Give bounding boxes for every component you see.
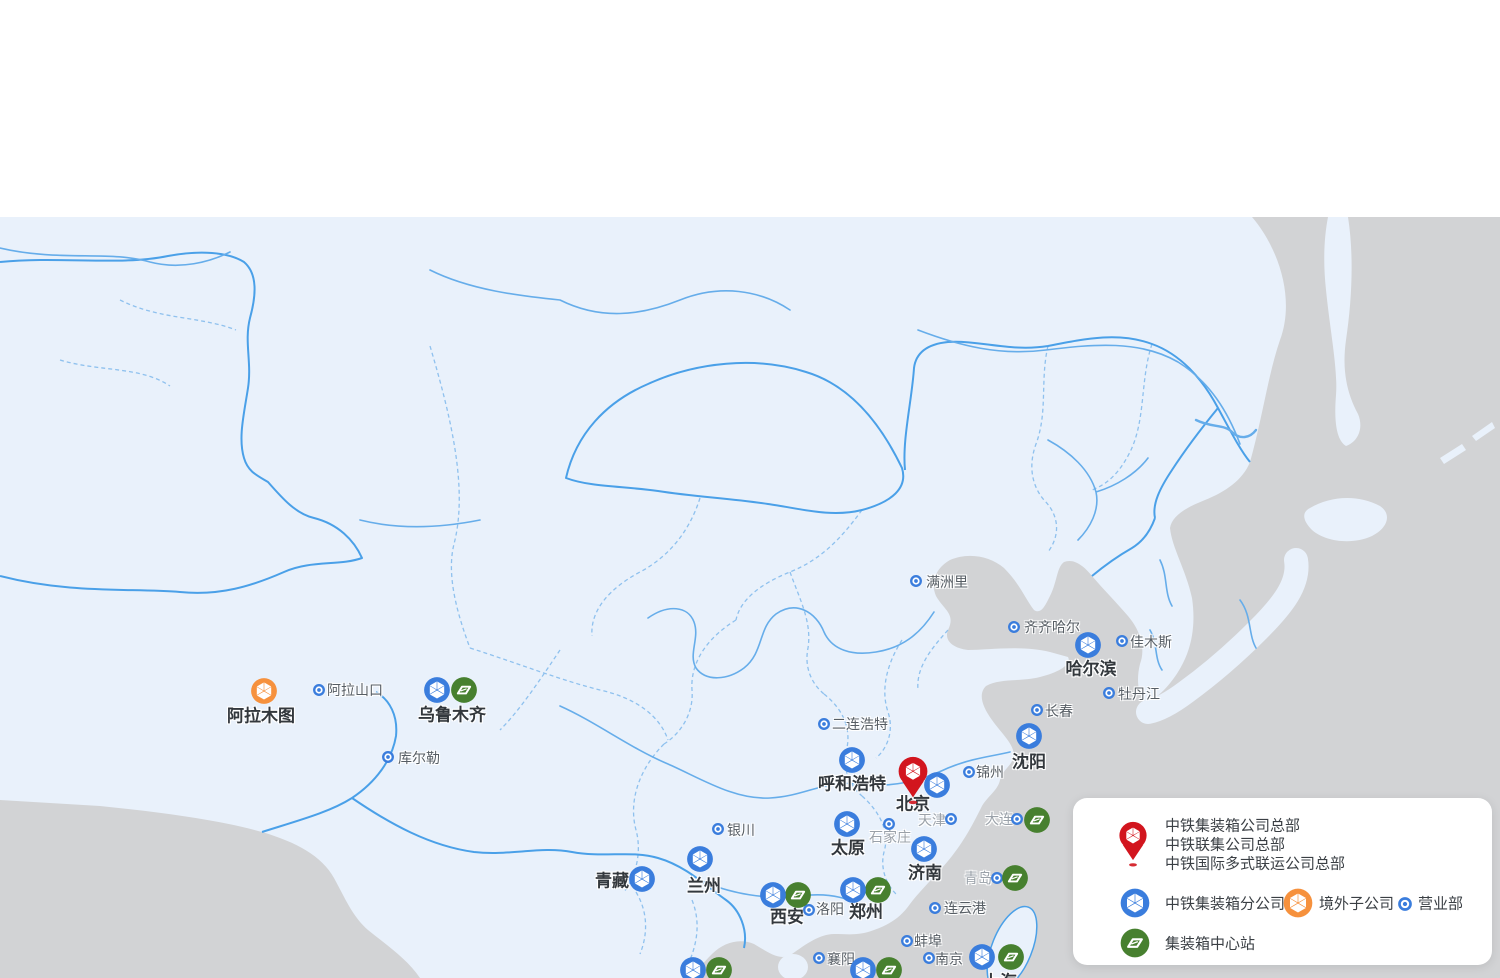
zhengzhou-branch-icon[interactable]: [840, 877, 867, 904]
legend-hq-line-1: 中铁集装箱公司总部: [1165, 817, 1301, 835]
city-label-dalian: 大连: [985, 811, 1013, 827]
qiqihar-office-icon[interactable]: [1008, 621, 1021, 634]
xiangyang-office-icon[interactable]: [813, 952, 826, 965]
page-top-whitespace: [0, 0, 1500, 217]
city-label-korla: 库尔勒: [398, 750, 440, 766]
harbin-branch-icon[interactable]: [1075, 632, 1102, 659]
jinzhou-office-icon[interactable]: [963, 766, 976, 779]
wuhan-station-icon[interactable]: [876, 957, 903, 978]
beijing-hq-icon[interactable]: [895, 756, 931, 805]
city-label-manzhouli: 满洲里: [926, 574, 968, 590]
dalian-office-icon[interactable]: [1011, 813, 1024, 826]
legend-station-label: 集装箱中心站: [1165, 935, 1256, 953]
city-label-qiqihar: 齐齐哈尔: [1024, 619, 1080, 635]
overseas-subsidiary-icon: [1283, 888, 1313, 918]
lanzhou-branch-icon[interactable]: [687, 846, 714, 873]
qingzang-branch-icon[interactable]: [629, 866, 656, 893]
city-label-xian: 西安: [770, 907, 804, 927]
container-center-station-icon: [1120, 928, 1150, 958]
city-label-zhengzhou: 郑州: [849, 902, 883, 922]
yinchuan-office-icon[interactable]: [712, 823, 725, 836]
shanghai-branch-icon[interactable]: [969, 944, 996, 971]
city-label-alashankou: 阿拉山口: [327, 682, 383, 698]
urumqi-branch-icon[interactable]: [424, 677, 451, 704]
qingdao-station-icon[interactable]: [1002, 865, 1029, 892]
city-label-qingzang: 青藏: [595, 871, 629, 891]
beijing-branch-icon[interactable]: [924, 772, 951, 799]
bengbu-office-icon[interactable]: [901, 935, 914, 948]
shijiazhuang-office-icon[interactable]: [883, 818, 896, 831]
city-label-erenhot: 二连浩特: [832, 716, 888, 732]
city-label-shanghai: 上海: [983, 968, 1017, 978]
branch-company-icon: [1120, 888, 1150, 918]
shanghai-station-icon[interactable]: [998, 944, 1025, 971]
xian-station-icon[interactable]: [785, 882, 812, 909]
city-label-changchun: 长春: [1045, 703, 1073, 719]
city-label-almaty: 阿拉木图: [227, 706, 295, 726]
legend-panel: 中铁集装箱公司总部 中铁联集公司总部 中铁国际多式联运公司总部 中铁集装箱分公司…: [1073, 798, 1492, 965]
almaty-overseas-icon[interactable]: [251, 678, 278, 705]
city-label-jinzhou: 锦州: [976, 764, 1004, 780]
city-label-luoyang: 洛阳: [816, 901, 844, 917]
rivers: [0, 247, 1258, 913]
erenhot-office-icon[interactable]: [818, 718, 831, 731]
city-label-yinchuan: 银川: [727, 822, 755, 838]
chengdu-branch-icon[interactable]: [680, 957, 707, 978]
alashankou-office-icon[interactable]: [313, 684, 326, 697]
jinan-branch-icon[interactable]: [911, 836, 938, 863]
legend-hq-line-2: 中铁联集公司总部: [1165, 836, 1286, 854]
jiamusi-office-icon[interactable]: [1116, 635, 1129, 648]
dalian-station-icon[interactable]: [1024, 807, 1051, 834]
tianjin-office-icon[interactable]: [945, 813, 958, 826]
hohhot-branch-icon[interactable]: [839, 747, 866, 774]
city-label-nanjing: 南京: [935, 951, 963, 967]
changchun-office-icon[interactable]: [1031, 704, 1044, 717]
sales-office-icon: [1398, 897, 1413, 912]
city-label-jiamusi: 佳木斯: [1130, 634, 1172, 650]
lianyungang-office-icon[interactable]: [929, 902, 942, 915]
city-label-hohhot: 呼和浩特: [818, 774, 886, 794]
country-borders: [0, 251, 1251, 949]
nanjing-office-icon[interactable]: [923, 952, 936, 965]
basemap: [0, 217, 1495, 978]
city-label-taiyuan: 太原: [831, 838, 865, 858]
manzhouli-office-icon[interactable]: [910, 575, 923, 588]
city-label-lanzhou: 兰州: [687, 876, 721, 896]
zhengzhou-station-icon[interactable]: [865, 877, 892, 904]
shenyang-branch-icon[interactable]: [1016, 723, 1043, 750]
city-label-jinan: 济南: [908, 863, 942, 883]
hq-pin-icon: [1116, 821, 1150, 867]
city-label-shenyang: 沈阳: [1012, 752, 1046, 772]
taiyuan-branch-icon[interactable]: [834, 811, 861, 838]
xian-branch-icon[interactable]: [760, 882, 787, 909]
landmass: [0, 217, 1495, 978]
city-label-tianjin: 天津: [918, 812, 946, 828]
city-label-mudanjiang: 牡丹江: [1118, 686, 1160, 702]
mudanjiang-office-icon[interactable]: [1103, 687, 1116, 700]
city-label-bengbu: 蚌埠: [914, 933, 942, 949]
qingdao-office-icon[interactable]: [991, 872, 1004, 885]
city-label-harbin: 哈尔滨: [1065, 659, 1117, 679]
urumqi-station-icon[interactable]: [451, 677, 478, 704]
legend-office-label: 营业部: [1418, 895, 1464, 913]
legend-branch-label: 中铁集装箱分公司: [1165, 895, 1286, 913]
city-label-lianyungang: 连云港: [944, 900, 986, 916]
city-label-qingdao: 青岛: [964, 870, 992, 886]
chengdu-station-icon[interactable]: [706, 957, 733, 978]
china-network-map[interactable]: 阿拉木图 阿拉山口乌鲁木齐库尔勒 满洲里齐齐哈尔哈尔滨 佳木斯牡丹江长春沈阳 二连浩特呼…: [0, 217, 1500, 978]
wuhan-branch-icon[interactable]: [850, 957, 877, 978]
city-label-xiangyang: 襄阳: [827, 951, 855, 967]
legend-overseas-label: 境外子公司: [1319, 895, 1395, 913]
legend-hq-line-3: 中铁国际多式联运公司总部: [1165, 855, 1346, 873]
city-label-shijiazhuang: 石家庄: [869, 829, 911, 845]
korla-office-icon[interactable]: [382, 751, 395, 764]
luoyang-office-icon[interactable]: [803, 904, 816, 917]
city-label-urumqi: 乌鲁木齐: [418, 705, 486, 725]
